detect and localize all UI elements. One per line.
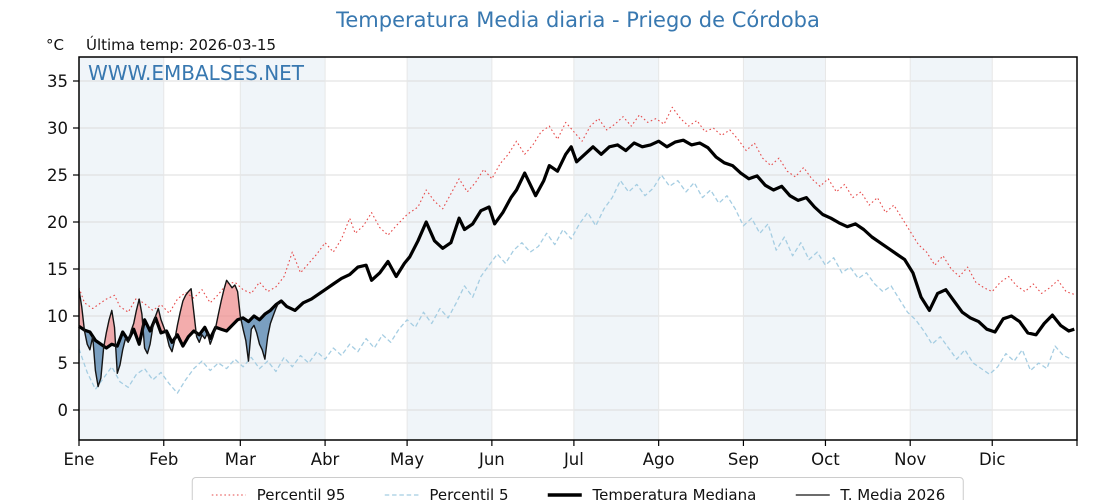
- x-tick-label: Ago: [643, 450, 675, 469]
- chart-legend: Percentil 95 Percentil 5 Temperatura Med…: [191, 477, 965, 500]
- x-tick-label: Abr: [311, 450, 340, 469]
- x-tick-label: Dic: [979, 450, 1005, 469]
- legend-item-mediana: Temperatura Mediana: [546, 486, 756, 500]
- y-axis: 0 5 10 15 20 25 30 35: [47, 72, 79, 420]
- legend-label: Percentil 5: [429, 486, 509, 500]
- x-tick-label: May: [390, 450, 424, 469]
- legend-item-t-media-2026: T. Media 2026: [794, 486, 945, 500]
- t2026-line-swatch-icon: [795, 494, 830, 496]
- y-tick-label: 0: [58, 401, 69, 420]
- series-percentil-95: [78, 106, 1075, 314]
- x-tick-label: Feb: [149, 450, 178, 469]
- y-tick-label: 10: [47, 307, 68, 326]
- legend-item-percentil-95: Percentil 95: [211, 486, 346, 500]
- y-tick-label: 15: [47, 260, 68, 279]
- y-tick-label: 5: [58, 354, 69, 373]
- last-temp-label: Última temp: 2026-03-15: [85, 36, 276, 54]
- y-tick-label: 30: [47, 119, 68, 138]
- series-t-media-2026: [78, 279, 280, 388]
- y-tick-label: 35: [47, 72, 68, 91]
- legend-label: Percentil 95: [256, 486, 346, 500]
- plot-border: [78, 56, 1078, 441]
- p5-line-swatch-icon: [384, 494, 419, 496]
- legend-label: Temperatura Mediana: [592, 486, 757, 500]
- y-axis-unit-label: °C: [46, 36, 64, 54]
- page-title: Temperatura Media diaria - Priego de Cór…: [336, 8, 820, 32]
- x-axis: Ene Feb Mar Abr May Jun Jul Ago Sep Oct Nov Dic: [63, 440, 1078, 469]
- y-tick-label: 25: [47, 166, 68, 185]
- x-tick-label: Jul: [563, 450, 584, 469]
- median-line-swatch-icon: [547, 493, 582, 497]
- x-tick-label: Nov: [894, 450, 926, 469]
- x-tick-label: Jun: [478, 450, 505, 469]
- legend-label: T. Media 2026: [840, 486, 946, 500]
- month-bands: [79, 57, 993, 440]
- p95-line-swatch-icon: [211, 494, 246, 496]
- x-tick-label: Mar: [225, 450, 256, 469]
- legend-item-percentil-5: Percentil 5: [383, 486, 508, 500]
- series-temperatura-mediana: [78, 138, 1075, 350]
- fill-above-median: [79, 280, 279, 348]
- y-tick-label: 20: [47, 213, 68, 232]
- watermark-text: WWW.EMBALSES.NET: [88, 61, 305, 85]
- x-tick-label: Oct: [811, 450, 840, 469]
- x-tick-label: Sep: [728, 450, 759, 469]
- x-tick-label: Ene: [63, 450, 94, 469]
- subtitle: °C Última temp: 2026-03-15: [46, 36, 276, 54]
